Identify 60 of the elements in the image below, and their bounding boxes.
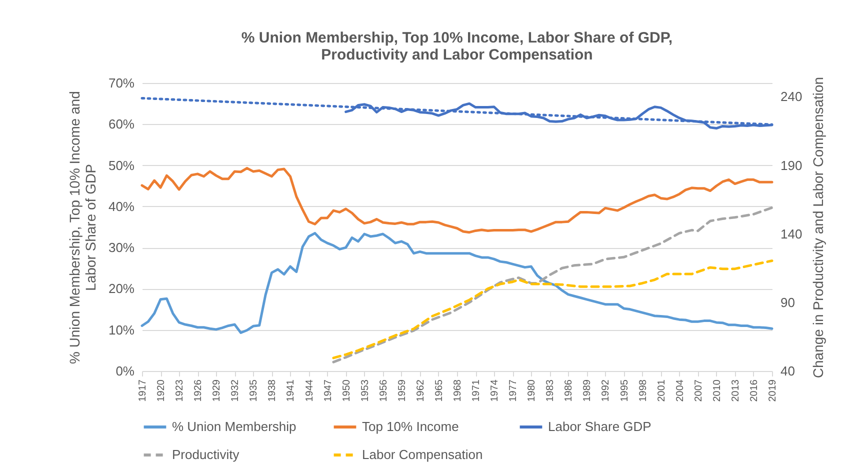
x-tick-label: 1938 <box>267 379 278 402</box>
x-tick-label: 1929 <box>212 379 223 402</box>
x-tick-label: 1920 <box>156 379 168 402</box>
legend-label: Labor Share GDP <box>548 419 652 434</box>
y-axis-title: % Union Membership, Top 10% Income and Labor Share of GDP <box>66 91 98 364</box>
y-tick-label: 60% <box>108 116 135 132</box>
x-tick-label: 1974 <box>490 379 501 402</box>
x-tick-label: 2001 <box>656 379 668 402</box>
x-tick-label: 1923 <box>174 379 186 402</box>
x-tick-label: 1935 <box>248 379 260 402</box>
y2-tick-label: 40 <box>780 364 795 378</box>
y2-axis-title: Change in Productivity and Labor Compensation <box>810 76 826 378</box>
y-tick-label: 10% <box>108 322 135 338</box>
y-tick-label: 0% <box>116 364 135 378</box>
x-tick-label: 1932 <box>230 379 242 402</box>
legend-label: Top 10% Income <box>362 419 459 434</box>
y-tick-label: 70% <box>108 76 135 90</box>
x-tick-label: 1956 <box>378 379 390 402</box>
x-tick-label: 1977 <box>508 379 520 402</box>
x-tick-label: 1959 <box>396 379 408 402</box>
x-tick-label: 2010 <box>712 379 723 402</box>
x-tick-label: 2013 <box>730 379 742 402</box>
x-tick-label: 1983 <box>545 379 556 402</box>
x-tick-label: 1980 <box>526 379 538 402</box>
x-tick-label: 1953 <box>360 379 371 402</box>
x-tick-label: 1926 <box>193 379 204 402</box>
y2-tick-label: 90 <box>780 294 795 310</box>
y2-tick-label: 140 <box>780 226 802 242</box>
y-tick-label: 30% <box>108 240 135 256</box>
x-tick-label: 1992 <box>600 379 612 402</box>
x-tick-label: 1941 <box>286 379 297 402</box>
x-tick-label: 2016 <box>748 379 760 402</box>
legend-label: Productivity <box>172 447 240 462</box>
legend-label: % Union Membership <box>172 419 296 434</box>
legend-label: Labor Compensation <box>362 447 483 462</box>
x-tick-label: 1965 <box>434 379 445 402</box>
x-tick-label: 1971 <box>471 379 482 402</box>
x-tick-label: 1989 <box>582 379 594 402</box>
x-tick-label: 2004 <box>674 379 686 402</box>
x-tick-label: 2007 <box>693 379 704 402</box>
y2-tick-label: 240 <box>780 89 802 104</box>
x-tick-label: 1968 <box>452 379 464 402</box>
y-tick-label: 20% <box>108 281 135 296</box>
x-tick-label: 1917 <box>138 379 148 402</box>
y-tick-label: 40% <box>108 198 135 214</box>
y2-tick-label: 190 <box>780 158 802 173</box>
line-series <box>140 166 774 234</box>
x-tick-label: 2019 <box>768 379 778 402</box>
line-series <box>332 259 774 360</box>
x-tick-label: 1944 <box>304 379 316 402</box>
x-tick-label: 1947 <box>322 379 334 402</box>
y-tick-label: 50% <box>108 158 135 173</box>
x-tick-label: 1962 <box>415 379 426 402</box>
chart-title: % Union Membership, Top 10% Income, Labor Share of GDP, Productivity and Labor Compensation <box>241 29 673 64</box>
x-tick-label: 1995 <box>619 379 630 402</box>
x-tick-label: 1986 <box>564 379 575 402</box>
line-series <box>140 232 774 334</box>
x-tick-label: 1950 <box>341 379 352 402</box>
x-tick-label: 1998 <box>638 379 649 402</box>
line-series <box>332 206 774 364</box>
